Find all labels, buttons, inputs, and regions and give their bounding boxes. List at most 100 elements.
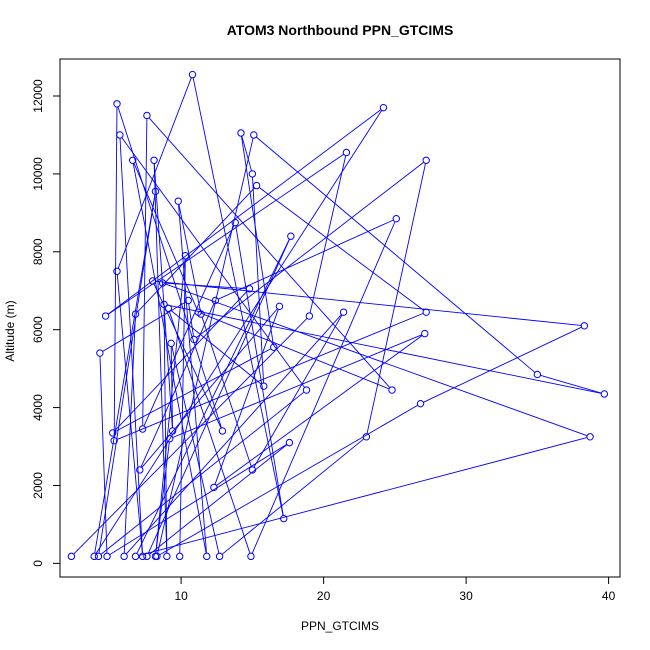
series-line-segment: [141, 308, 278, 468]
data-point: [181, 251, 190, 260]
data-point: [248, 170, 257, 178]
data-point: [174, 197, 182, 205]
x-axis: 10 20 30 40: [174, 576, 616, 603]
data-point: [231, 218, 239, 227]
data-point: [164, 304, 172, 312]
series-line-segment: [165, 282, 247, 290]
series-line-segment: [119, 138, 143, 554]
series-line-segment: [95, 110, 383, 554]
series-line-segment: [147, 238, 290, 554]
series-line-segment: [116, 274, 143, 554]
series-line-segment: [167, 304, 602, 394]
series-line-segment: [153, 163, 173, 428]
series-line-segment: [188, 303, 194, 337]
data-point: [143, 552, 151, 561]
data-point: [339, 308, 348, 316]
data-point: [280, 514, 288, 523]
data-point: [392, 214, 400, 223]
series-line-segment: [123, 317, 136, 554]
data-point: [128, 156, 137, 164]
x-tick-label: 10: [174, 589, 188, 603]
data-point: [150, 156, 158, 164]
series-line-segment: [172, 334, 422, 438]
data-point: [120, 552, 128, 561]
data-point: [148, 277, 157, 285]
series-line-segment: [98, 194, 156, 554]
series-line-segment: [148, 117, 391, 388]
data-point: [237, 129, 245, 137]
data-point: [203, 552, 211, 561]
data-point: [190, 335, 198, 344]
series-line-segment: [113, 106, 118, 438]
data-point: [388, 386, 396, 394]
series-line-segment: [165, 283, 588, 437]
data-point: [197, 310, 205, 318]
data-point: [215, 552, 224, 561]
series-line-segment: [125, 314, 342, 555]
x-tick-label: 40: [602, 589, 616, 603]
data-point: [270, 343, 278, 351]
series-line-segment: [178, 204, 201, 312]
series-line-segment: [196, 161, 424, 338]
series-line-segment: [241, 135, 252, 171]
data-point: [101, 312, 110, 320]
data-point: [143, 111, 151, 120]
x-tick-label: 30: [459, 589, 473, 603]
data-point: [110, 436, 118, 445]
data-point: [113, 267, 121, 275]
data-point: [342, 148, 351, 157]
series-layer: [67, 70, 609, 561]
series-line-segment: [100, 391, 305, 555]
series-line-segment: [170, 309, 262, 385]
data-point: [275, 302, 284, 311]
series-line-segment: [214, 309, 279, 485]
y-axis-label: Altitude (m): [3, 300, 17, 361]
series-line-segment: [99, 356, 108, 554]
series-line-segment: [258, 187, 424, 311]
series-line-segment: [117, 106, 222, 429]
data-point: [285, 438, 294, 447]
series-line-segment: [107, 109, 382, 315]
series-line-segment: [252, 177, 265, 383]
series-line-segment: [149, 444, 288, 555]
series-line-segment: [216, 335, 423, 486]
series-line-segment: [201, 312, 390, 390]
data-point: [421, 329, 429, 338]
data-point: [113, 100, 121, 108]
data-point: [96, 349, 104, 357]
chart-title: ATOM3 Northbound PPN_GTCIMS: [227, 22, 454, 38]
series-line-segment: [423, 326, 582, 403]
data-point: [247, 552, 255, 561]
series-line-segment: [179, 258, 186, 554]
y-tick-label: 4000: [31, 394, 45, 421]
data-point: [166, 435, 174, 443]
series-line-segment: [366, 163, 426, 434]
series-line-segment: [540, 374, 602, 394]
y-axis: 0 2000 4000 6000 8000 10000 12000: [31, 79, 61, 567]
series-line-segment: [157, 137, 254, 554]
y-tick-label: 8000: [31, 238, 45, 265]
y-tick-label: 10000: [31, 157, 45, 191]
series-line-segment: [114, 290, 248, 431]
data-point: [116, 131, 124, 139]
data-point: [151, 187, 160, 196]
series-line-segment: [115, 348, 272, 432]
data-point: [260, 382, 268, 390]
x-tick-label: 20: [317, 589, 331, 603]
series-line-segment: [155, 280, 582, 326]
data-point: [167, 339, 175, 348]
series-line-segment: [159, 404, 418, 556]
data-point: [138, 425, 147, 433]
data-point: [580, 322, 589, 330]
data-point: [163, 552, 171, 561]
data-point: [210, 483, 218, 492]
series-line-segment: [153, 163, 168, 554]
data-point: [287, 232, 295, 240]
y-tick-label: 2000: [31, 472, 45, 499]
data-point: [138, 552, 147, 561]
series-line-segment: [170, 346, 173, 428]
y-tick-label: 0: [31, 560, 45, 567]
data-point: [90, 552, 98, 561]
series-line-segment: [142, 118, 148, 426]
